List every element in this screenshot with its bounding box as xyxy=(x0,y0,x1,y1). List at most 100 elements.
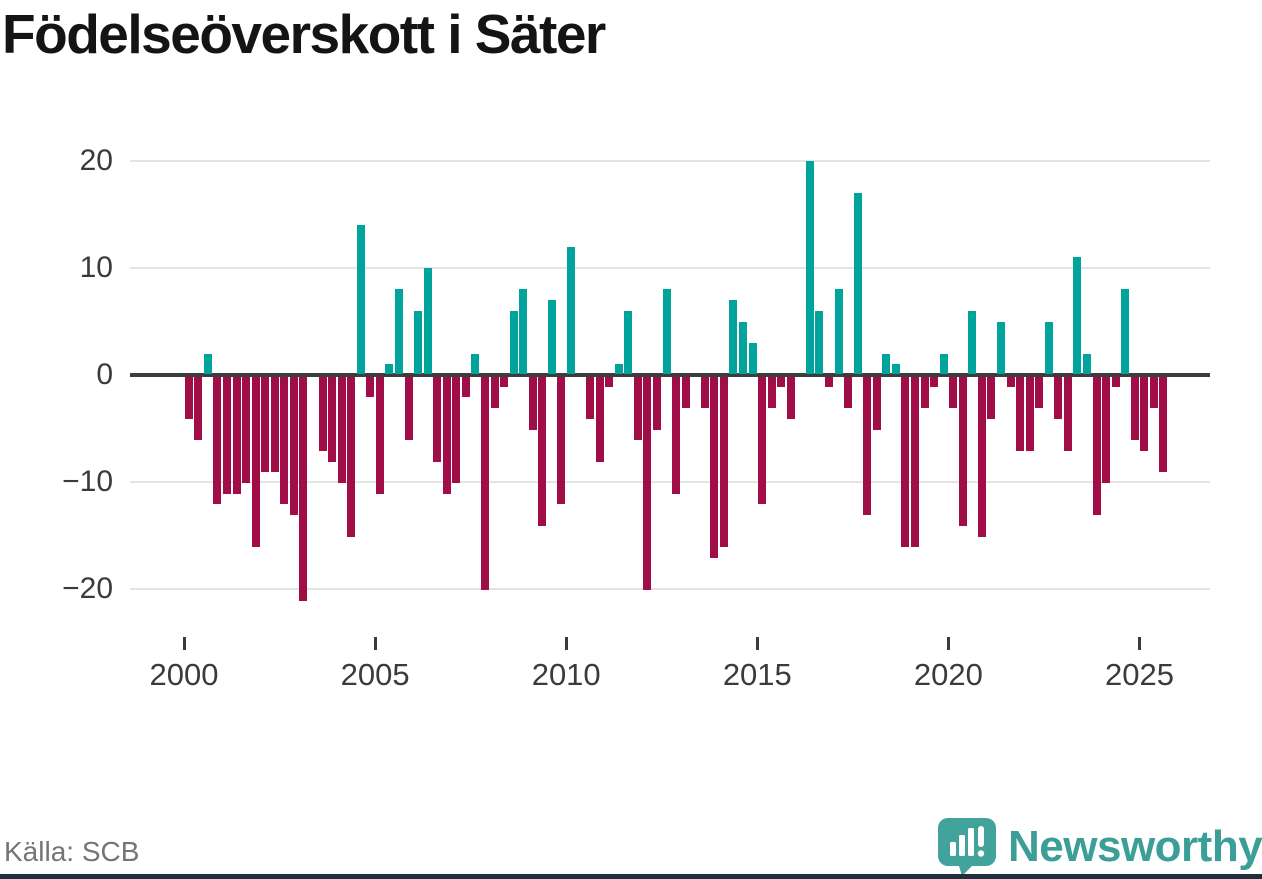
bar-2021Q2 xyxy=(996,321,1005,374)
bar-2010Q1 xyxy=(567,246,575,374)
bar-2001Q4 xyxy=(251,377,260,548)
newsworthy-wordmark: Newsworthy xyxy=(1008,822,1262,871)
bar-2006Q2 xyxy=(423,268,432,374)
bar-2011Q2 xyxy=(614,364,623,374)
y-axis-label-20: 20 xyxy=(79,144,113,177)
gridline-y-20 xyxy=(130,160,1210,162)
bar-2022Q4 xyxy=(1054,377,1063,419)
bar-2020Q1 xyxy=(949,377,958,409)
bar-2003Q4 xyxy=(328,377,337,462)
bar-2009Q4 xyxy=(557,377,566,505)
x-axis-tick-2025 xyxy=(1138,637,1141,650)
bar-2001Q1 xyxy=(223,377,232,494)
gridline-y--20 xyxy=(130,588,1210,590)
bar-2014Q4 xyxy=(748,342,757,374)
bar-2015Q4 xyxy=(786,377,795,419)
bar-2005Q3 xyxy=(395,289,403,374)
bar-2023Q2 xyxy=(1073,257,1082,374)
bar-2002Q2 xyxy=(270,377,279,473)
x-axis-tick-2000 xyxy=(182,637,186,650)
bar-2018Q3 xyxy=(891,364,900,374)
page-title: Födelseöverskott i Säter xyxy=(2,3,606,65)
bar-2009Q1 xyxy=(528,377,537,430)
x-axis-tick-2005 xyxy=(373,637,377,650)
bar-2011Q4 xyxy=(633,377,642,441)
bar-2007Q4 xyxy=(481,377,489,590)
newsworthy-logo: Newsworthy xyxy=(936,816,1262,878)
bar-2023Q3 xyxy=(1082,353,1091,374)
bar-2016Q3 xyxy=(815,310,824,374)
bar-2015Q2 xyxy=(767,377,776,409)
bar-2005Q4 xyxy=(404,377,413,441)
bar-2005Q1 xyxy=(375,377,384,494)
bar-2023Q1 xyxy=(1063,377,1072,451)
bar-2025Q1 xyxy=(1140,377,1149,451)
bar-2017Q4 xyxy=(863,377,872,516)
bar-2012Q1 xyxy=(643,377,652,590)
bar-2016Q2 xyxy=(805,161,814,374)
bar-2025Q2 xyxy=(1149,377,1158,409)
bar-2013Q1 xyxy=(681,377,690,409)
bar-2004Q1 xyxy=(337,377,346,483)
bar-2012Q4 xyxy=(672,377,681,494)
y-axis-label--20: −20 xyxy=(62,572,113,605)
bar-2014Q3 xyxy=(738,321,747,374)
bar-2010Q3 xyxy=(586,377,595,419)
bar-2007Q1 xyxy=(452,377,461,483)
x-axis-tick-2020 xyxy=(946,637,950,650)
bar-2012Q3 xyxy=(662,289,671,374)
bar-2022Q3 xyxy=(1044,321,1053,374)
bar-2021Q4 xyxy=(1016,377,1025,451)
bar-2011Q1 xyxy=(605,377,614,387)
bar-2017Q3 xyxy=(853,193,862,374)
zero-axis-line xyxy=(130,373,1210,377)
x-axis-tick-2010 xyxy=(564,637,568,650)
bar-2006Q3 xyxy=(433,377,442,462)
x-axis-label-2015: 2015 xyxy=(722,657,792,692)
bar-2021Q3 xyxy=(1006,377,1015,387)
bar-2013Q4 xyxy=(710,377,719,558)
bar-2000Q1 xyxy=(184,377,193,419)
bar-2022Q1 xyxy=(1025,377,1034,451)
bar-2002Q4 xyxy=(289,377,298,516)
bar-2018Q4 xyxy=(901,377,910,548)
bar-2012Q2 xyxy=(652,377,661,430)
bar-2024Q2 xyxy=(1111,377,1120,387)
bar-2021Q1 xyxy=(987,377,996,419)
bar-2009Q3 xyxy=(547,300,556,374)
gridline-y--10 xyxy=(130,481,1210,483)
x-axis-label-2025: 2025 xyxy=(1105,657,1174,692)
bar-2022Q2 xyxy=(1035,377,1044,409)
bar-2008Q3 xyxy=(509,310,518,374)
bar-2024Q1 xyxy=(1102,377,1111,483)
bar-2007Q2 xyxy=(461,377,470,398)
bar-2000Q3 xyxy=(203,353,212,374)
gridline-y-10 xyxy=(130,267,1210,269)
bar-2017Q1 xyxy=(834,289,843,374)
bar-2000Q4 xyxy=(213,377,222,505)
bar-2000Q2 xyxy=(194,377,203,441)
x-axis-tick-2015 xyxy=(755,637,759,650)
bar-2019Q2 xyxy=(920,377,929,409)
bar-2019Q1 xyxy=(910,377,919,548)
bar-2023Q4 xyxy=(1092,377,1101,516)
bar-2018Q2 xyxy=(882,353,891,374)
x-axis-label-2020: 2020 xyxy=(913,657,983,692)
x-axis-label-2010: 2010 xyxy=(531,657,601,692)
bar-2004Q2 xyxy=(347,377,356,537)
x-axis-label-2005: 2005 xyxy=(340,657,410,692)
bar-2010Q4 xyxy=(595,377,604,462)
bar-2006Q1 xyxy=(414,310,423,374)
bar-2020Q2 xyxy=(958,377,967,526)
bar-2019Q3 xyxy=(930,377,939,387)
bar-2001Q3 xyxy=(242,377,251,483)
bar-2003Q3 xyxy=(318,377,327,451)
bar-2008Q2 xyxy=(500,377,509,387)
bar-2007Q3 xyxy=(471,353,480,374)
y-axis-label--10: −10 xyxy=(62,465,113,498)
bar-2014Q1 xyxy=(719,377,728,548)
bar-2009Q2 xyxy=(538,377,547,526)
bar-2019Q4 xyxy=(939,353,948,374)
bar-2024Q3 xyxy=(1121,289,1130,374)
